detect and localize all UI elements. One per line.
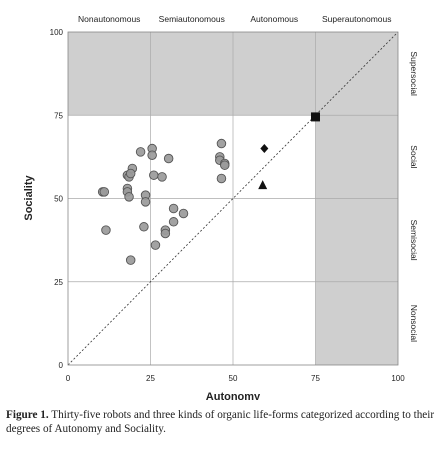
plot-frame bbox=[67, 31, 399, 366]
robot-point bbox=[135, 147, 146, 157]
robot-point bbox=[125, 255, 136, 265]
robot-point bbox=[125, 168, 136, 179]
robot-point bbox=[216, 173, 227, 184]
y-tick-labels: 0 25 50 75 100 bbox=[50, 28, 64, 370]
robot-point bbox=[99, 187, 110, 197]
y-tick-label: 25 bbox=[54, 278, 63, 287]
x-tick-label: 0 bbox=[66, 374, 71, 383]
robot-point bbox=[147, 150, 157, 160]
y-axis-title: Sociality bbox=[23, 175, 35, 221]
robot-point bbox=[140, 197, 151, 207]
diamond-point bbox=[260, 144, 269, 154]
autonomy-category-labels: Nonautonomous Semiautonomous Autonomous Sup… bbox=[78, 14, 391, 24]
robot-point bbox=[124, 192, 134, 202]
x-tick-labels: 0 25 50 75 100 bbox=[66, 374, 405, 383]
sociality-category-label: Semisocial bbox=[409, 220, 419, 261]
y-tick-label: 0 bbox=[59, 361, 64, 370]
x-tick-label: 75 bbox=[311, 374, 320, 383]
scatter-chart: 0 25 50 75 100 0 25 50 75 100 Nonautonomous Semia… bbox=[23, 14, 419, 400]
robot-point bbox=[163, 153, 174, 164]
robot-point bbox=[219, 160, 230, 170]
x-tick-label: 50 bbox=[229, 374, 238, 383]
robot-point bbox=[178, 208, 189, 219]
y-tick-label: 50 bbox=[54, 195, 63, 204]
grid-lines bbox=[68, 32, 398, 365]
y-tick-label: 75 bbox=[54, 111, 63, 120]
robot-point bbox=[149, 170, 159, 180]
sociality-category-label: Nonsocial bbox=[409, 305, 419, 342]
square-point bbox=[311, 112, 320, 122]
x-tick-label: 100 bbox=[391, 374, 405, 383]
robot-point bbox=[139, 222, 149, 232]
robot-point bbox=[101, 225, 111, 235]
y-tick-label: 100 bbox=[50, 28, 64, 37]
data-points bbox=[97, 112, 320, 265]
caption-text: Thirty-five robots and three kinds of or… bbox=[6, 409, 435, 435]
sociality-category-labels: Supersocial Social Semisocial Nonsocial bbox=[409, 51, 419, 342]
triangle-point bbox=[258, 180, 268, 190]
autonomy-category-label: Nonautonomous bbox=[78, 14, 140, 24]
caption-label: Figure 1. bbox=[6, 409, 49, 421]
robot-point bbox=[157, 172, 167, 182]
x-tick-label: 25 bbox=[146, 374, 155, 383]
sociality-category-label: Social bbox=[409, 145, 419, 168]
robot-point bbox=[160, 228, 171, 239]
robot-point bbox=[168, 217, 179, 227]
autonomy-category-label: Autonomous bbox=[250, 14, 298, 24]
sociality-category-label: Supersocial bbox=[409, 51, 419, 96]
autonomy-category-label: Semiautonomous bbox=[159, 14, 225, 24]
figure-caption: Figure 1. Thirty-five robots and three k… bbox=[6, 408, 444, 436]
x-axis-title: Autonomy bbox=[206, 391, 261, 400]
robot-point bbox=[216, 138, 227, 149]
robot-point bbox=[168, 203, 179, 214]
autonomy-category-label: Superautonomous bbox=[322, 14, 391, 24]
robot-point bbox=[150, 240, 161, 250]
